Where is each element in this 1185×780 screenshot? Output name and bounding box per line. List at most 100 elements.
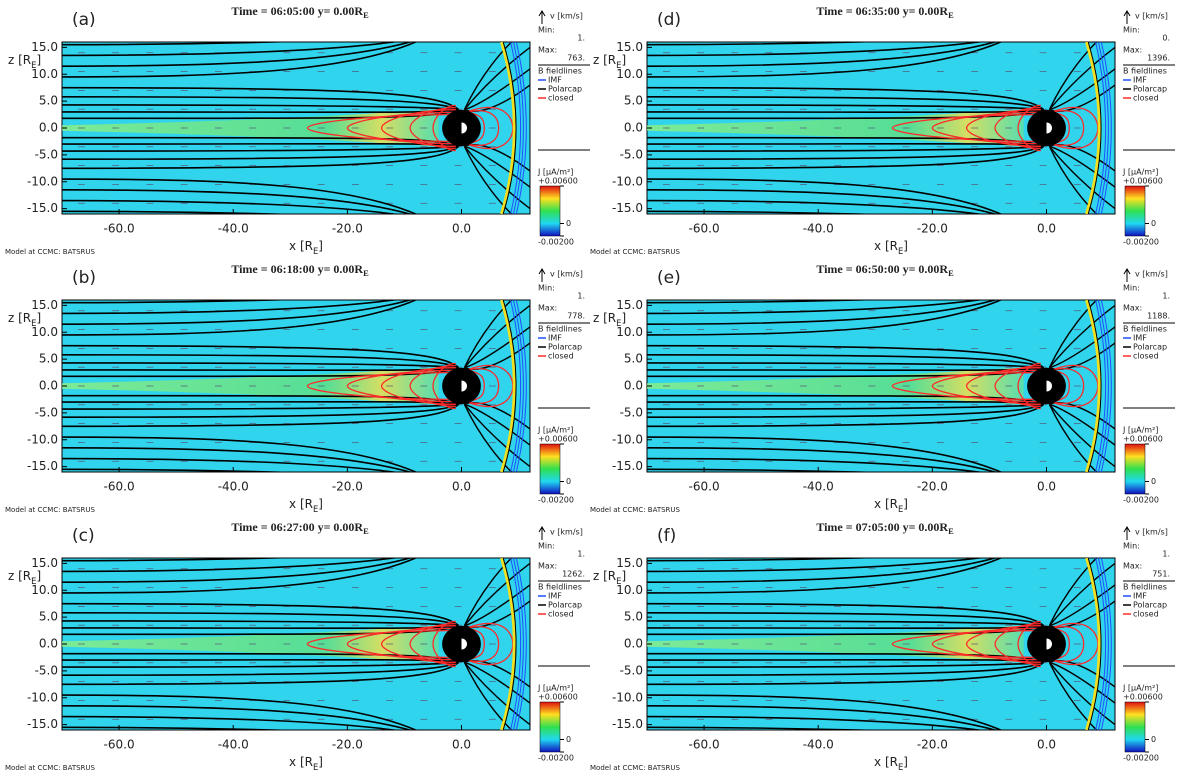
field-line [463, 145, 530, 210]
panel: -60.0 -40.0 -20.0 0.015.010.05.00.0-5.0-10.… [590, 4, 1175, 256]
field-line [62, 447, 413, 472]
x-axis-label: x [RE] [874, 755, 908, 772]
imf-line [510, 558, 522, 730]
x-axis-label: x [RE] [874, 497, 908, 514]
velocity-label: v [km/s] [1135, 12, 1168, 21]
field-line [62, 86, 460, 111]
model-note: Model at CCMC: BATSRUS [590, 248, 681, 256]
colorbar [539, 443, 561, 495]
closed-loop [1052, 627, 1070, 661]
x-tick-label: -20.0 [917, 738, 948, 752]
colorbar-tick-label: 0 [1151, 477, 1156, 486]
closed-loop [931, 627, 1041, 661]
max-value: 778. [567, 312, 585, 321]
x-axis-label-part: E [313, 762, 318, 772]
field-line [62, 344, 460, 369]
field-line [647, 602, 1045, 627]
max-value: 1262. [562, 570, 585, 579]
legend-label: Polarcap [548, 85, 582, 94]
y-tick-label: -15.0 [27, 459, 58, 473]
field-line [62, 189, 413, 214]
min-value: 1. [1162, 292, 1170, 301]
earth-night [1040, 380, 1047, 392]
panel: -60.0 -40.0 -20.0 0.015.010.05.00.0-5.0-10.… [5, 262, 590, 514]
field-line [647, 403, 1045, 418]
x-tick-label: 0.0 [452, 738, 471, 752]
x-axis-label-part: ] [903, 497, 908, 511]
panel: -60.0 -40.0 -20.0 0.015.010.05.00.0-5.0-10.… [5, 4, 590, 256]
x-axis-label-part: x [R [874, 239, 898, 253]
colorbar-tick-label: +0.00600 [1123, 435, 1163, 444]
field-line [647, 612, 1045, 627]
x-tick-label: -60.0 [104, 738, 135, 752]
field-line [647, 210, 885, 214]
field-line [647, 468, 885, 472]
x-axis-label: x [RE] [289, 755, 323, 772]
y-tick-label: -10.0 [612, 174, 643, 188]
min-value: 1. [577, 550, 585, 559]
field-line [62, 705, 413, 730]
x-tick-label: -40.0 [803, 480, 834, 494]
imf-line [512, 42, 524, 214]
field-line [647, 447, 998, 472]
closed-loop [380, 109, 456, 147]
field-line [647, 86, 1045, 111]
y-tick-label: -15.0 [612, 201, 643, 215]
field [62, 558, 530, 730]
field-line [647, 42, 1003, 78]
min-value: 1. [577, 34, 585, 43]
imf-line [1095, 300, 1107, 472]
field-line [647, 715, 985, 730]
imf-line [510, 42, 522, 214]
panel: -60.0 -40.0 -20.0 0.015.010.05.00.0-5.0-10.… [590, 262, 1175, 514]
colorbar-tick-label: +0.00600 [538, 435, 578, 444]
field-line [647, 726, 885, 730]
y-tick-label: 15.0 [616, 40, 643, 54]
y-axis-label-part: z [R [8, 569, 31, 583]
chart-title-part: Time = 07:05:00 y= 0.00R [816, 520, 948, 534]
closed-loop [467, 369, 485, 403]
y-tick-label: 10.0 [31, 583, 58, 597]
x-axis-label-part: x [R [289, 497, 313, 511]
model-note: Model at CCMC: BATSRUS [590, 506, 681, 514]
x-tick-label: -60.0 [104, 222, 135, 236]
panel-label: (d) [657, 10, 681, 30]
chart-title: Time = 06:50:00 y= 0.00RE [816, 262, 954, 279]
y-tick-label: 10.0 [616, 67, 643, 81]
velocity-label: v [km/s] [550, 270, 583, 279]
field-line [62, 145, 460, 160]
min-label: Min: [538, 542, 555, 551]
field-line [1048, 304, 1115, 369]
min-label: Min: [538, 284, 555, 293]
legend-label: IMF [548, 334, 562, 343]
shock [502, 300, 517, 472]
min-label: Min: [1123, 542, 1140, 551]
chart-title-part: Time = 06:50:00 y= 0.00R [816, 262, 948, 276]
field-line [463, 562, 530, 627]
x-axis-label: x [RE] [289, 239, 323, 256]
x-tick-label: -60.0 [689, 222, 720, 236]
closed-loop [891, 113, 1041, 143]
legend-label: closed [548, 610, 574, 619]
colorbar-label: J [μA/m²] [1122, 168, 1158, 177]
field-line [62, 436, 418, 472]
min-value: 1. [577, 292, 585, 301]
imf-line [512, 300, 524, 472]
imf-line [1097, 300, 1109, 472]
y-axis-label-part: z [R [593, 569, 616, 583]
field-line [463, 403, 530, 468]
y-tick-label: -15.0 [27, 717, 58, 731]
y-axis-label-part: ] [621, 311, 626, 325]
field-line [647, 344, 1045, 369]
field-line [62, 558, 300, 562]
shock [500, 42, 516, 214]
closed-loop [1052, 110, 1085, 146]
y-tick-label: 5.0 [39, 94, 58, 108]
closed-loop [891, 371, 1041, 401]
closed-loop [1052, 368, 1085, 404]
colorbar [539, 185, 561, 237]
panel-label: (c) [72, 526, 95, 546]
colorbar-tick-label: +0.00600 [1123, 177, 1163, 186]
velocity-legend-arrow [1123, 526, 1131, 540]
y-axis-label: z [RE] [8, 53, 41, 70]
